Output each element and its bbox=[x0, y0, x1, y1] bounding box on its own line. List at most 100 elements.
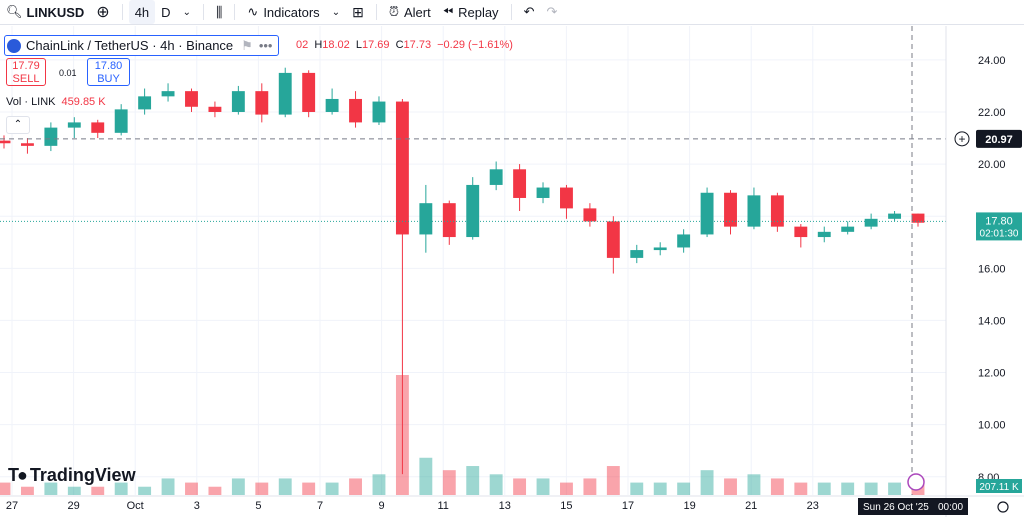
symbol-search[interactable]: 🔍︎ LINKUSD bbox=[0, 0, 90, 24]
volume-bar bbox=[841, 482, 855, 495]
volume-bar bbox=[700, 470, 714, 495]
candlesticks bbox=[0, 67, 925, 475]
x-tick-label: 21 bbox=[745, 500, 757, 512]
x-tick-label: 7 bbox=[317, 500, 323, 512]
tv-logo-icon: T● bbox=[8, 465, 28, 485]
add-alert-icon bbox=[954, 131, 970, 147]
indicators-button[interactable]: ∿ Indicators bbox=[241, 0, 325, 24]
volume-scale-box bbox=[976, 479, 1022, 493]
gear-icon bbox=[997, 501, 1009, 513]
x-tick-label: 23 bbox=[807, 500, 819, 512]
alert-button[interactable]: ⏰︎ Alert bbox=[383, 0, 437, 24]
sell-label: SELL bbox=[12, 73, 40, 85]
volume-value: 459.85 K bbox=[61, 96, 106, 108]
y-tick-label: 16.00 bbox=[978, 263, 1006, 275]
candle-body bbox=[841, 226, 855, 232]
alert-label: Alert bbox=[403, 4, 431, 20]
candle-body bbox=[44, 127, 58, 146]
more-icon[interactable]: ••• bbox=[258, 38, 273, 53]
volume-bar bbox=[185, 482, 198, 495]
collapse-legend-button[interactable]: ⌃ bbox=[6, 116, 30, 134]
x-tick-label: 17 bbox=[622, 500, 634, 512]
interval-4h-button[interactable]: 4h bbox=[128, 0, 156, 24]
volume-bar bbox=[583, 478, 597, 495]
volume-bar bbox=[536, 478, 550, 495]
volume-bar bbox=[606, 466, 620, 495]
volume-legend: Vol · LINK 459.85 K bbox=[6, 96, 106, 108]
candle-body bbox=[489, 169, 503, 185]
replay-label: Replay bbox=[458, 4, 499, 20]
candle-body bbox=[91, 122, 105, 133]
last-price-box bbox=[976, 212, 1022, 241]
toolbar-divider bbox=[510, 4, 512, 20]
time-axis: 27 29 Oct 3 5 7 9 11 13 15 17 19 21 23 Sun 26 Oct '25 0… bbox=[0, 495, 1024, 515]
sell-button[interactable]: 17.79 SELL bbox=[6, 58, 46, 86]
buy-button[interactable]: 17.80 BUY bbox=[87, 58, 130, 86]
close-value: 17.73 bbox=[403, 39, 432, 51]
crosshair-price-box bbox=[976, 129, 1022, 148]
buy-price: 17.80 bbox=[94, 60, 123, 72]
candle-body bbox=[653, 247, 667, 251]
x-tick-label: 15 bbox=[560, 500, 572, 512]
interval-dropdown[interactable]: ⌄ bbox=[177, 0, 197, 24]
chevron-down-icon: ⌄ bbox=[182, 6, 191, 18]
candle-body bbox=[325, 98, 339, 112]
volume-bar bbox=[513, 478, 527, 495]
undo-button[interactable]: ↶ bbox=[518, 0, 541, 24]
volume-bar bbox=[20, 486, 34, 495]
chevron-down-icon: ⌄ bbox=[331, 6, 341, 18]
volume-label: Vol · LINK bbox=[6, 96, 56, 108]
replay-button[interactable]: ⏪︎ Replay bbox=[437, 0, 505, 24]
candle-body bbox=[911, 213, 925, 223]
candle-body bbox=[138, 96, 152, 110]
interval-d-label: D bbox=[161, 4, 171, 20]
alarm-clock-icon: ⏰︎ bbox=[388, 4, 399, 19]
tradingview-logo[interactable]: T● TradingView bbox=[8, 465, 136, 486]
x-tick-label: 27 bbox=[6, 500, 18, 512]
volume-bar bbox=[138, 486, 152, 495]
y-tick-label: 10.00 bbox=[978, 420, 1006, 432]
x-tick-label: Oct bbox=[127, 500, 144, 512]
flag-icon[interactable]: ⚑ bbox=[241, 37, 253, 53]
y-tick-label: 24.00 bbox=[978, 55, 1006, 67]
candle-body bbox=[372, 101, 386, 123]
toolbar-divider bbox=[234, 4, 236, 20]
redo-button[interactable]: ↷ bbox=[540, 0, 563, 24]
candle-body bbox=[0, 140, 11, 144]
candle-body bbox=[817, 231, 831, 238]
toolbar-divider bbox=[121, 4, 123, 20]
undo-icon: ↶ bbox=[523, 4, 535, 19]
indicators-dropdown[interactable]: ⌄ bbox=[326, 0, 346, 24]
x-tick-label: 11 bbox=[437, 500, 448, 512]
crosshair-time-box bbox=[858, 498, 968, 515]
layouts-button[interactable]: ⊞ bbox=[346, 0, 370, 24]
candle-body bbox=[114, 109, 128, 133]
low-label: L bbox=[355, 39, 362, 51]
plus-icon: + bbox=[958, 132, 965, 146]
toolbar-divider bbox=[202, 4, 204, 20]
interval-d-button[interactable]: D bbox=[155, 0, 176, 24]
add-symbol-button[interactable]: ⊕ bbox=[90, 0, 115, 24]
volume-bar bbox=[677, 482, 691, 495]
volume-bar bbox=[794, 482, 808, 495]
change-value: −0.29 (−1.61%) bbox=[437, 39, 513, 51]
candle-body bbox=[794, 226, 808, 238]
candle-body bbox=[278, 72, 292, 115]
chart-type-button[interactable]: ⫼ bbox=[210, 0, 228, 24]
volume-scale-label: 207.11 K bbox=[979, 482, 1019, 493]
crosshair-time-label: Sun 26 Oct '25 bbox=[863, 502, 929, 513]
chevron-up-icon: ⌃ bbox=[13, 119, 23, 130]
interval-4h-label: 4h bbox=[134, 4, 150, 20]
ohlc-values: 02 H18.02 L17.69 C17.73 −0.29 (−1.61%) bbox=[296, 39, 513, 51]
buy-label: BUY bbox=[97, 73, 120, 85]
lightning-icon bbox=[907, 473, 925, 491]
candle-body bbox=[231, 91, 245, 112]
candle-body bbox=[747, 195, 761, 227]
symbol-legend[interactable]: ChainLink / TetherUS · 4h · Binance ⚑ ••… bbox=[4, 35, 280, 56]
crosshair-time-suffix: 00:00 bbox=[938, 502, 963, 513]
candle-body bbox=[536, 187, 550, 198]
high-label: H bbox=[314, 39, 323, 51]
candle-body bbox=[677, 234, 691, 248]
candle-body bbox=[513, 169, 527, 198]
